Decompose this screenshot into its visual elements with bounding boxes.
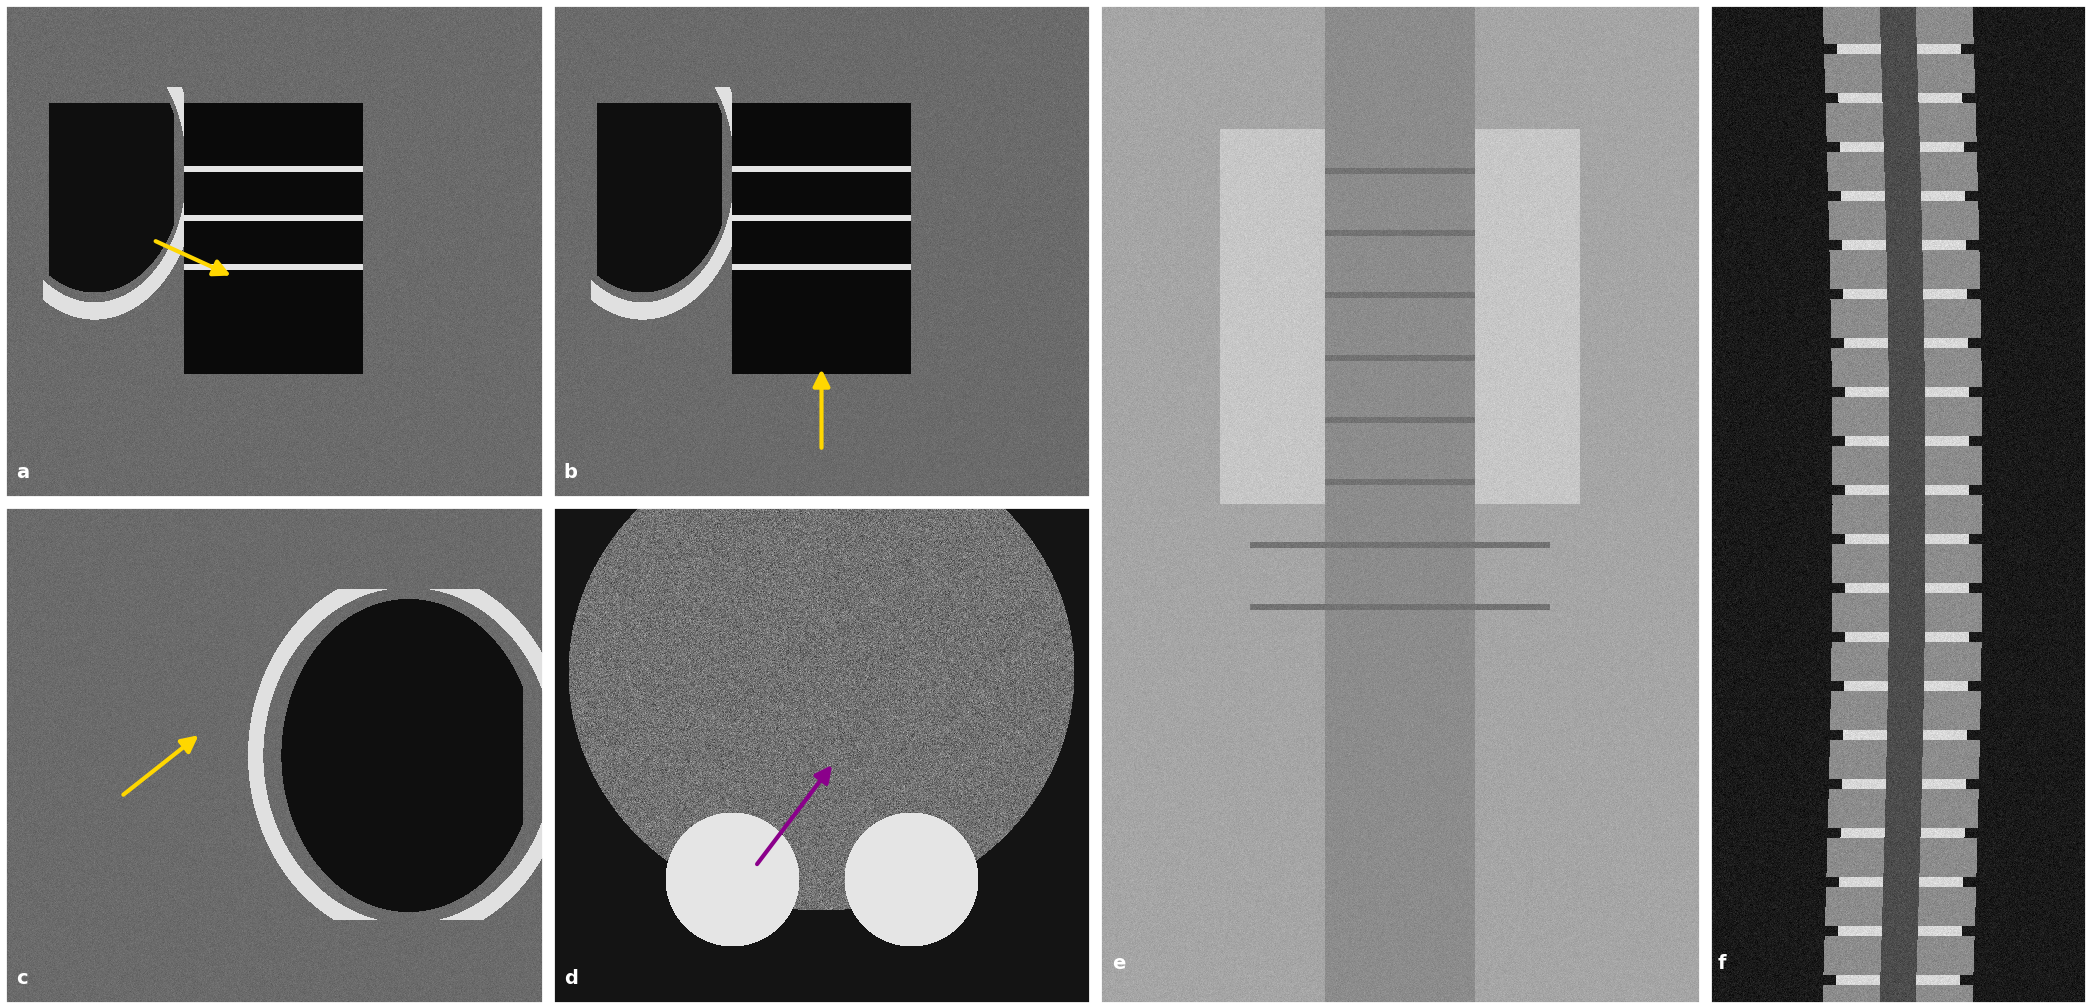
Text: a: a	[17, 464, 29, 482]
Text: d: d	[565, 969, 577, 988]
Text: f: f	[1717, 954, 1725, 973]
Text: c: c	[17, 969, 27, 988]
Text: b: b	[565, 464, 577, 482]
Text: e: e	[1112, 954, 1125, 973]
